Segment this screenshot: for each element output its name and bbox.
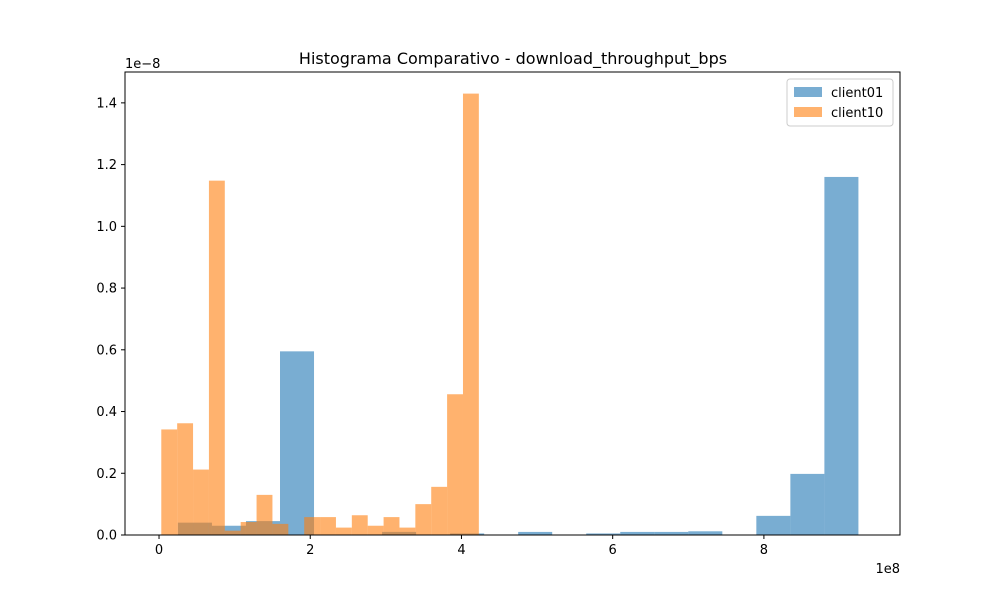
- histogram-bar-client10-10: [320, 517, 336, 535]
- histogram-bar-client10-18: [447, 394, 463, 535]
- legend-swatch-client01: [794, 87, 822, 97]
- legend-swatch-client10: [794, 107, 822, 117]
- y-tick-label: 0.2: [96, 467, 117, 482]
- histogram-bar-client10-11: [335, 527, 352, 535]
- histogram-bar-client01-19: [824, 176, 859, 536]
- histogram-bar-client01-15: [688, 531, 723, 535]
- histogram-bar-client10-12: [351, 515, 368, 535]
- y-tick-label: 0.0: [96, 529, 117, 544]
- x-scale-label: 1e8: [875, 562, 900, 577]
- histogram-bar-client01-12: [586, 533, 621, 535]
- histogram-bar-client10-1: [177, 423, 194, 535]
- legend-label-client01: client01: [831, 86, 883, 101]
- histogram-bar-client10-16: [415, 504, 432, 535]
- histogram-bar-client10-2: [193, 469, 209, 535]
- histogram-bar-client10-3: [208, 180, 225, 535]
- bars-layer: [161, 93, 859, 536]
- x-tick-label: 6: [609, 543, 617, 558]
- histogram-bar-client01-13: [620, 531, 655, 535]
- y-tick-label: 1.0: [96, 220, 117, 235]
- y-tick-label: 1.2: [96, 158, 117, 173]
- histogram-bar-client10-14: [383, 517, 400, 535]
- histogram-bar-client01-10: [518, 531, 553, 535]
- histogram-bar-client01-18: [790, 473, 825, 535]
- histogram-bar-client10-6: [256, 494, 273, 535]
- axes-layer: 0 2 4 6 8 0.0 0.2 0.4 0.6 0.8 1.0 1.2 1.4: [96, 71, 901, 558]
- histogram-bar-client10-19: [462, 93, 479, 536]
- histogram-bar-client01-3: [280, 351, 315, 535]
- x-tick-label: 4: [457, 543, 465, 558]
- histogram-bar-client10-9: [304, 517, 321, 535]
- histogram-bar-client01-17: [756, 515, 791, 535]
- histogram-bar-client10-17: [431, 486, 448, 535]
- histogram-bar-client10-5: [240, 522, 257, 535]
- histogram-bar-client10-13: [367, 525, 384, 535]
- histogram-bar-client10-15: [399, 527, 416, 535]
- histogram-bar-client01-14: [654, 531, 689, 535]
- legend: client01 client10: [786, 78, 894, 127]
- y-tick-label: 0.6: [96, 343, 117, 358]
- x-tick-label: 0: [155, 543, 163, 558]
- y-tick-label: 1.4: [96, 96, 117, 111]
- y-tick-label: 0.4: [96, 405, 117, 420]
- histogram-bar-client10-0: [161, 429, 178, 535]
- chart-title: Histograma Comparativo - download_throug…: [299, 49, 727, 69]
- histogram-bar-client01-1: [211, 525, 246, 535]
- histogram-bar-client10-4: [224, 530, 241, 535]
- histogram-bar-client10-7: [272, 523, 289, 535]
- legend-label-client10: client10: [831, 106, 883, 121]
- y-scale-label: 1e−8: [125, 57, 160, 72]
- x-tick-label: 2: [306, 543, 314, 558]
- plot-frame: [124, 71, 901, 536]
- y-tick-label: 0.8: [96, 282, 117, 297]
- x-tick-label: 8: [760, 543, 768, 558]
